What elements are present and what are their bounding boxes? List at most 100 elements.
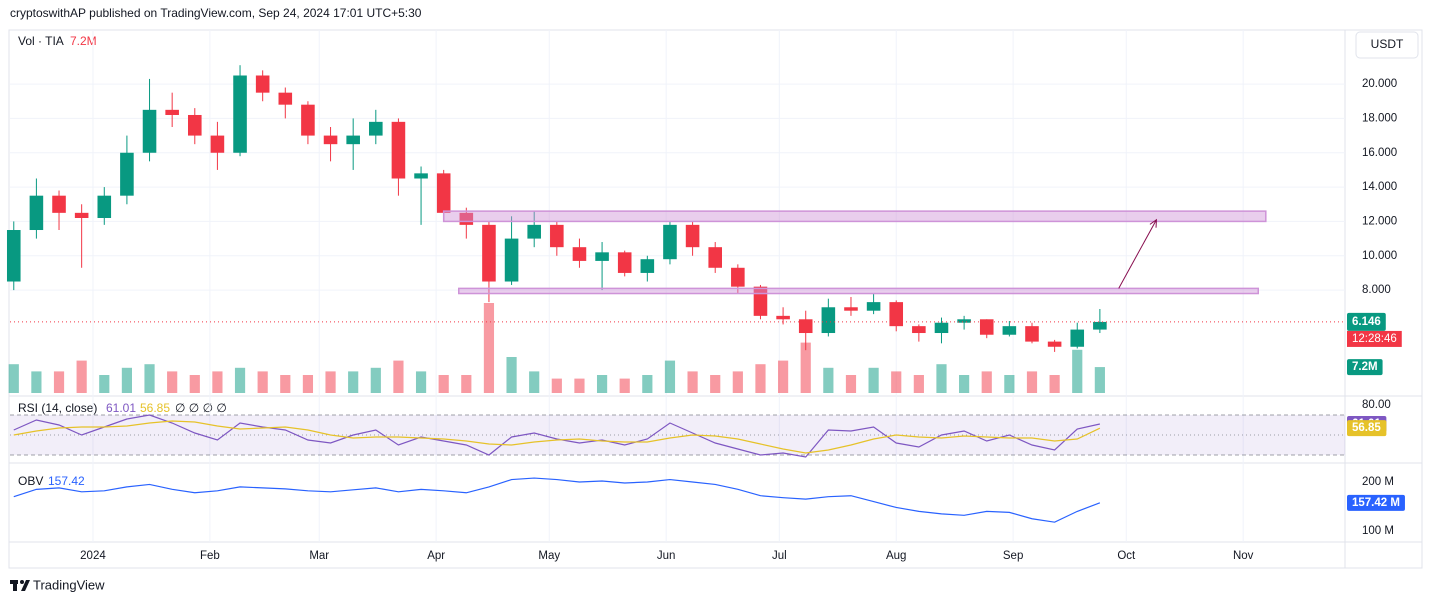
last-price-box bbox=[1347, 312, 1386, 331]
candle-body bbox=[233, 75, 247, 153]
candle-body bbox=[255, 75, 270, 93]
volume-bar bbox=[76, 360, 87, 393]
candle-body bbox=[550, 224, 564, 248]
volume-bar bbox=[710, 375, 721, 393]
x-tick-label: Mar bbox=[309, 550, 329, 562]
y-tick-label: 8.000 bbox=[1362, 284, 1391, 296]
candle-body bbox=[504, 238, 519, 282]
volume-bar bbox=[1004, 375, 1015, 393]
volume-bar bbox=[936, 364, 947, 393]
volume-bar bbox=[868, 367, 879, 393]
candle-body bbox=[663, 224, 677, 260]
currency-button[interactable] bbox=[1355, 31, 1419, 59]
candle-body bbox=[6, 230, 21, 282]
candle-body bbox=[52, 195, 66, 213]
currency[interactable]: USDT bbox=[1371, 37, 1404, 51]
volume-bar bbox=[483, 303, 495, 393]
candle-body bbox=[301, 104, 315, 136]
rsi-ma-legend-value: 56.85 bbox=[140, 401, 170, 415]
candle-body bbox=[369, 121, 383, 136]
rsi-tag: 56.85 bbox=[1352, 422, 1381, 434]
candle-body bbox=[1025, 326, 1039, 342]
candle-body bbox=[821, 307, 836, 334]
x-tick-label: Sep bbox=[1003, 550, 1023, 562]
obv-tag-box bbox=[1347, 494, 1405, 511]
volume-bar bbox=[461, 375, 472, 393]
candle-body bbox=[142, 109, 157, 153]
volume-bar bbox=[913, 375, 924, 393]
x-tick-label: Jun bbox=[657, 550, 676, 562]
volume-bar bbox=[687, 371, 698, 393]
volume-bar bbox=[31, 371, 42, 393]
candle-body bbox=[1070, 329, 1085, 347]
volume-bar bbox=[574, 378, 585, 393]
countdown-box bbox=[1347, 330, 1402, 347]
volume-bar bbox=[642, 375, 653, 393]
obv-legend: OBV bbox=[18, 474, 43, 488]
obv-legend-value: 157.42 bbox=[48, 474, 85, 488]
candle-body bbox=[323, 135, 338, 145]
volume-bar bbox=[1049, 375, 1060, 393]
price-zone bbox=[442, 210, 1267, 223]
y-tick-label: 18.000 bbox=[1362, 112, 1397, 124]
candle-body bbox=[278, 92, 293, 105]
candle-body bbox=[1093, 321, 1107, 330]
candle-body bbox=[74, 212, 89, 218]
candle-body bbox=[595, 252, 609, 261]
price-zone bbox=[458, 287, 1260, 295]
volume-bar bbox=[121, 367, 132, 393]
candle-body bbox=[866, 302, 881, 311]
candle-body bbox=[1002, 326, 1017, 335]
volume-bar bbox=[596, 375, 608, 393]
volume-bar bbox=[8, 364, 19, 393]
volume-bar bbox=[53, 371, 65, 393]
volume-bar bbox=[664, 360, 676, 393]
candle-body bbox=[414, 173, 428, 179]
volume-bar bbox=[845, 375, 857, 393]
y-tick-label: 10.000 bbox=[1362, 250, 1397, 262]
indicator-line bbox=[13, 414, 1100, 458]
candle-body bbox=[346, 135, 360, 145]
x-tick-label: Feb bbox=[200, 550, 220, 562]
y-tick-label: 20.000 bbox=[1362, 78, 1397, 90]
volume-bar bbox=[167, 371, 178, 393]
candle-body bbox=[436, 173, 451, 213]
indicator-line bbox=[13, 477, 1101, 523]
indicator-line bbox=[13, 420, 1101, 454]
brand: TradingView bbox=[33, 577, 105, 592]
candle-body bbox=[685, 224, 700, 248]
y-tick-label: 12.000 bbox=[1362, 215, 1397, 227]
volume-bar bbox=[393, 360, 404, 393]
x-tick-label: Oct bbox=[1117, 550, 1136, 562]
candle-body bbox=[708, 247, 722, 268]
grid-layer bbox=[10, 30, 1345, 542]
candle-body bbox=[165, 109, 179, 115]
candle-body bbox=[572, 247, 587, 261]
volume-bar bbox=[302, 375, 314, 393]
candle-body bbox=[527, 224, 541, 239]
candle-body bbox=[889, 302, 904, 327]
x-tick-label: May bbox=[538, 550, 560, 562]
volume-bar bbox=[257, 371, 268, 393]
candle-body bbox=[979, 319, 994, 335]
countdown: 12:28:46 bbox=[1352, 333, 1397, 345]
candle-body bbox=[1047, 341, 1062, 347]
candle-body bbox=[934, 322, 949, 334]
y-tick-label: 100 M bbox=[1362, 525, 1394, 537]
volume-bar bbox=[778, 360, 789, 393]
last-price: 6.146 bbox=[1352, 316, 1381, 328]
volume-bar bbox=[415, 371, 427, 393]
volume-tag: 7.2M bbox=[1352, 361, 1378, 373]
volume-bar bbox=[99, 375, 110, 393]
candle-body bbox=[188, 114, 202, 136]
y-tick-label: 200 M bbox=[1362, 476, 1394, 488]
x-tick-label: Apr bbox=[427, 550, 445, 562]
brand-logo bbox=[10, 580, 30, 591]
volume-bar bbox=[981, 371, 992, 393]
candle-body bbox=[957, 319, 971, 323]
rsi-legend-extra: ∅ ∅ ∅ ∅ bbox=[175, 401, 227, 415]
volume-bar bbox=[800, 342, 811, 393]
candle-body bbox=[391, 121, 406, 179]
volume-bar bbox=[348, 371, 359, 393]
